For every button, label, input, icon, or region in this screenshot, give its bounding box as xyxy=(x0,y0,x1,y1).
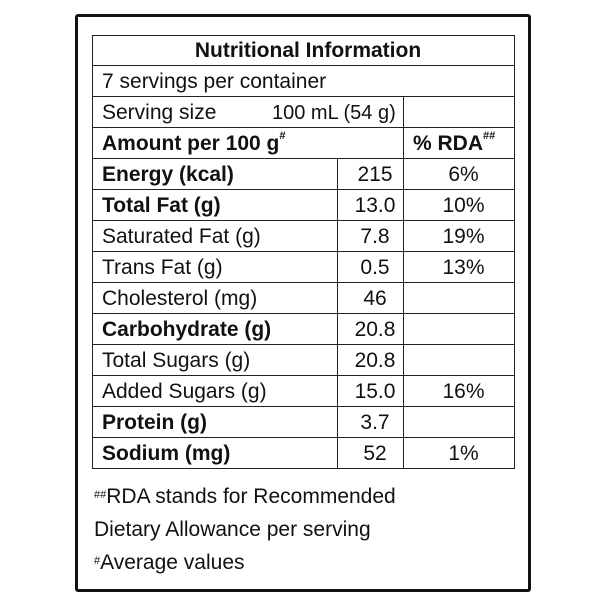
nutrient-name: Trans Fat (g) xyxy=(92,251,338,283)
nutrient-value: 20.8 xyxy=(337,313,404,345)
nutrient-rda: 13% xyxy=(402,251,516,283)
nutrient-rda xyxy=(402,344,516,376)
nutrient-name: Sodium (mg) xyxy=(92,437,338,469)
nutrient-row: Energy (kcal) 215 6% xyxy=(92,158,516,190)
average-footnote: #Average values xyxy=(94,546,524,579)
nutrient-row: Saturated Fat (g) 7.8 19% xyxy=(92,220,516,252)
nutrient-name: Total Fat (g) xyxy=(92,189,338,221)
nutrient-name: Carbohydrate (g) xyxy=(92,313,338,345)
nutrient-value: 0.5 xyxy=(337,251,404,283)
nutrient-value: 13.0 xyxy=(337,189,404,221)
rda-footnote-mark: ## xyxy=(94,489,107,501)
rda-header-mark: ## xyxy=(483,129,496,142)
nutrient-rda xyxy=(402,282,516,314)
nutrient-value: 215 xyxy=(337,158,404,190)
servings-row: 7 servings per container xyxy=(91,65,516,97)
nutrient-row: Cholesterol (mg) 46 xyxy=(92,282,516,314)
average-footnote-text: Average values xyxy=(100,551,245,574)
title-row: Nutritional Information xyxy=(91,35,516,66)
serving-size-row: Serving size 100 mL (54 g) xyxy=(92,96,516,128)
nutrient-rda xyxy=(402,313,516,345)
rda-footnote-text1: RDA stands for Recommended xyxy=(106,485,396,508)
nutrient-value: 3.7 xyxy=(337,406,404,438)
nutrient-rda xyxy=(402,406,516,438)
amount-header-mark: # xyxy=(279,129,286,142)
nutrient-row: Added Sugars (g) 15.0 16% xyxy=(92,375,516,407)
nutrient-name: Energy (kcal) xyxy=(92,158,338,190)
serving-size-cell: Serving size 100 mL (54 g) xyxy=(92,96,404,128)
serving-size-empty-cell xyxy=(402,96,516,128)
nutrient-rda: 19% xyxy=(402,220,516,252)
rda-header: % RDA xyxy=(413,131,484,155)
serving-size-label: Serving size xyxy=(102,100,217,124)
servings-per-container: 7 servings per container xyxy=(91,65,516,97)
nutrient-row: Trans Fat (g) 0.5 13% xyxy=(92,251,516,283)
nutrition-table: Nutritional Information 7 servings per c… xyxy=(91,35,516,469)
nutrient-rda: 1% xyxy=(402,437,516,469)
nutrient-row: Sodium (mg) 52 1% xyxy=(92,437,516,469)
nutrient-name: Added Sugars (g) xyxy=(92,375,338,407)
nutrient-row: Carbohydrate (g) 20.8 xyxy=(92,313,516,345)
rda-header-cell: % RDA## xyxy=(402,127,516,159)
nutrient-name: Cholesterol (mg) xyxy=(92,282,338,314)
nutrient-value: 7.8 xyxy=(337,220,404,252)
nutrient-row: Protein (g) 3.7 xyxy=(92,406,516,438)
nutrient-name: Total Sugars (g) xyxy=(92,344,338,376)
nutrient-value: 15.0 xyxy=(337,375,404,407)
nutrient-value: 46 xyxy=(337,282,404,314)
nutrient-row: Total Fat (g) 13.0 10% xyxy=(92,189,516,221)
nutrient-value: 20.8 xyxy=(337,344,404,376)
rda-footnote-line1: ##RDA stands for Recommended xyxy=(94,480,524,513)
nutrient-rda: 16% xyxy=(402,375,516,407)
label-title: Nutritional Information xyxy=(91,35,516,66)
nutrient-rda: 10% xyxy=(402,189,516,221)
nutrient-name: Saturated Fat (g) xyxy=(92,220,338,252)
amount-header: Amount per 100 g xyxy=(102,131,280,155)
nutrient-rda: 6% xyxy=(402,158,516,190)
footnotes: ##RDA stands for Recommended Dietary All… xyxy=(94,480,524,579)
header-row: Amount per 100 g# % RDA## xyxy=(92,127,516,159)
nutrition-label-frame xyxy=(75,14,531,592)
average-footnote-mark: # xyxy=(94,555,101,567)
nutrient-value: 52 xyxy=(337,437,404,469)
amount-header-cell: Amount per 100 g# xyxy=(92,127,404,159)
nutrient-name: Protein (g) xyxy=(92,406,338,438)
serving-size-value: 100 mL (54 g) xyxy=(272,101,396,124)
nutrient-row: Total Sugars (g) 20.8 xyxy=(92,344,516,376)
rda-footnote-line2: Dietary Allowance per serving xyxy=(94,518,371,541)
